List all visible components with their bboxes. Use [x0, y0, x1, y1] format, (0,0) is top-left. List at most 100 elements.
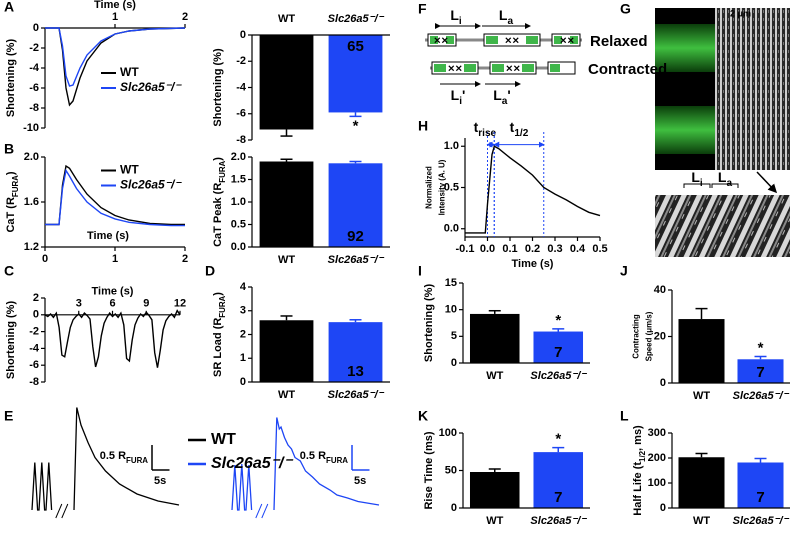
legend-label: WT [211, 431, 236, 448]
y-tick-label: 15 [445, 277, 457, 289]
y-tick-label: 0 [240, 376, 246, 388]
bar [259, 320, 314, 382]
text-part: ' [507, 87, 510, 103]
y-tick-label: -6 [29, 82, 39, 94]
error-bar [280, 129, 293, 137]
y-tick-label: 200 [648, 452, 666, 464]
series-line [44, 309, 181, 368]
n-label: 6 [491, 344, 499, 361]
series-line [45, 164, 185, 226]
y-tick-label: 100 [648, 477, 666, 489]
text-part: L [451, 87, 460, 103]
y-tick-label: 300 [648, 427, 666, 439]
n-label: 7 [554, 344, 562, 361]
category-label: Slc26a5⁻/⁻ [733, 515, 790, 527]
error-bar [754, 457, 767, 463]
y-tick-label: 2 [33, 292, 39, 304]
y-tick-label: 0.5 [444, 181, 459, 193]
y-tick-label: 0 [33, 22, 39, 34]
y-tick-label: -2 [29, 326, 39, 338]
error-bar [349, 319, 362, 323]
text-part: a [726, 178, 732, 189]
text-part: CaT (R [5, 197, 17, 233]
text-part: Speed (μm/s) [644, 311, 653, 361]
panel-label: K [418, 408, 428, 424]
diagram-label: La [499, 7, 514, 27]
text-part: FURA [218, 160, 227, 182]
error-bar [349, 160, 362, 164]
panel-label: L [620, 408, 629, 424]
text-part: Normalized [424, 166, 433, 209]
x-tick-label: 0.1 [502, 243, 517, 255]
bar [678, 457, 725, 508]
y-tick-label: 2.0 [231, 151, 246, 163]
n-label: 6 [491, 489, 499, 506]
image-label: Li [691, 169, 703, 189]
x-tick-label: 0.4 [570, 243, 586, 255]
n-label: 7 [554, 489, 562, 506]
y-tick-label: 20 [654, 330, 666, 342]
y-tick-label: 0 [240, 29, 246, 41]
bar [533, 452, 584, 508]
category-label: Slc26a5⁻/⁻ [328, 13, 385, 25]
x-tick-label: 0.0 [480, 243, 495, 255]
y-tick-label: -8 [29, 376, 39, 388]
x-axis-label: Time (s) [512, 258, 554, 270]
error-bar [488, 309, 501, 314]
significance: * [555, 431, 561, 448]
text-part: FURA [218, 295, 227, 317]
y-tick-label: -6 [236, 108, 246, 120]
marker-x: ✕✕ [433, 35, 448, 45]
category-label: WT [486, 515, 503, 527]
significance: * [758, 339, 764, 356]
scale-bar-label: 0.5 RFURA [100, 450, 149, 465]
state-label: Contracted [588, 61, 667, 78]
n-label: 44 [278, 228, 295, 245]
significance: * [353, 117, 359, 134]
x-tick-label: 2 [182, 253, 188, 265]
y-tick-label: 0.5 [231, 218, 246, 230]
scale-label: 2 μm [730, 8, 751, 18]
error-bar [280, 315, 293, 321]
diagram-label: Li [450, 7, 462, 27]
x-tick-label: 3 [76, 298, 82, 310]
text-part: rise [478, 128, 496, 139]
category-label: WT [486, 370, 503, 382]
bar [737, 462, 784, 508]
category-label: WT [278, 13, 295, 25]
x-axis-label: Time (s) [87, 230, 129, 242]
y-axis-label: SR Load (RFURA) [212, 292, 227, 377]
scale-bar-label: 5s [354, 475, 366, 487]
y-tick-label: 0 [660, 502, 666, 514]
category-label: WT [278, 389, 295, 401]
bar [328, 35, 383, 113]
error-bar [754, 355, 767, 360]
text-part: ) [212, 157, 224, 161]
y-tick-label: 40 [654, 284, 666, 296]
axis-break [55, 503, 69, 519]
text-part: 0.5 R [100, 450, 126, 462]
text-part: ' [462, 87, 465, 103]
y-axis-label: Rise Time (ms) [423, 431, 435, 509]
y-axis-label: Shortening (%) [423, 284, 435, 363]
y-tick-label: -8 [236, 134, 246, 146]
text-part: , ms) [632, 425, 644, 451]
legend-label: WT [120, 163, 139, 177]
bar [259, 35, 314, 130]
n-label: 6 [697, 364, 705, 381]
text-part: L [450, 7, 459, 23]
error-bar [552, 328, 565, 332]
state-label: Relaxed [590, 33, 648, 50]
y-tick-label: 1 [240, 352, 246, 364]
bar [328, 163, 383, 247]
text-part: 0.5 R [300, 450, 326, 462]
y-tick-label: -6 [29, 359, 39, 371]
bar [469, 472, 520, 508]
y-tick-label: 0.0 [444, 223, 459, 235]
text-part: CaT Peak (R [212, 183, 224, 247]
series-line [45, 27, 186, 87]
y-tick-label: 2 [240, 328, 246, 340]
category-label: Slc26a5⁻/⁻ [733, 390, 790, 402]
text-part: FURA [11, 175, 20, 197]
significance: * [555, 312, 561, 329]
